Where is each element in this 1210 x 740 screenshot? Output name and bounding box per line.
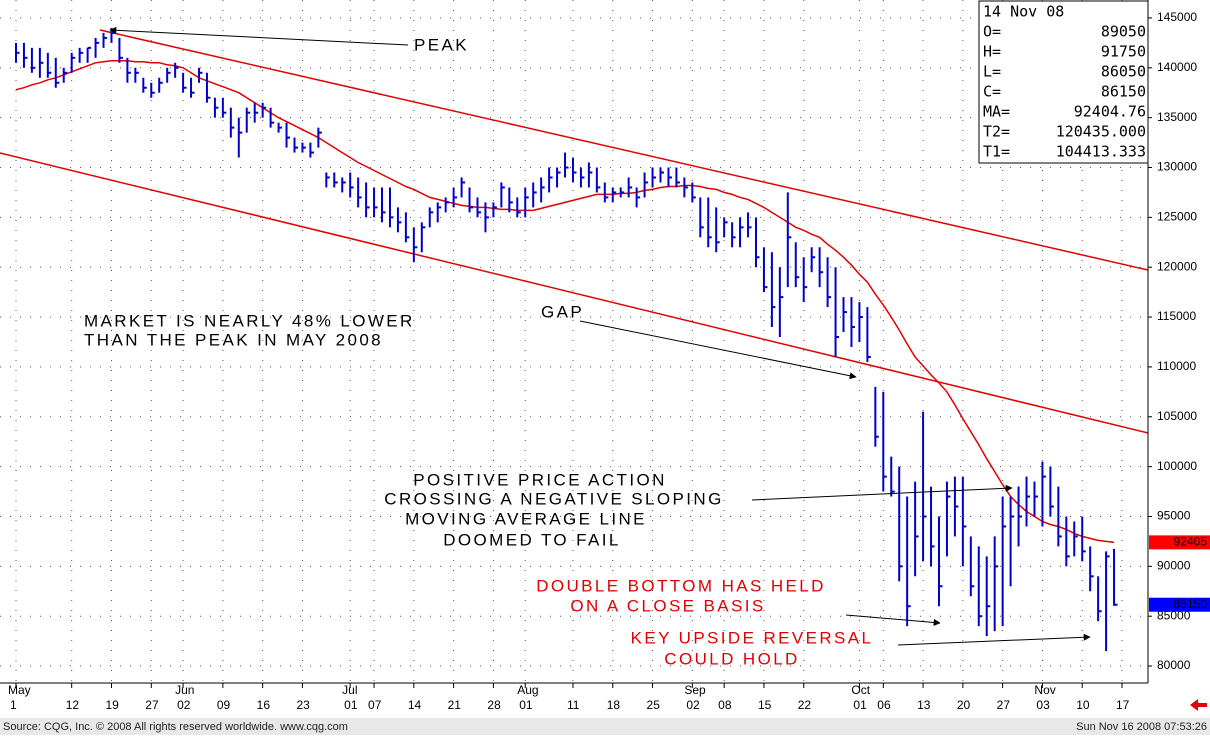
y-tick-label: 80000 — [1157, 658, 1191, 672]
close-tag-label: 86150 — [1174, 597, 1208, 611]
x-tick-label: 1 — [10, 698, 17, 712]
info-label: H= — [983, 43, 1001, 61]
arrow — [845, 614, 941, 626]
y-tick-label: 140000 — [1157, 60, 1197, 74]
x-tick-label: 25 — [647, 698, 661, 712]
y-tick-label: 100000 — [1157, 459, 1197, 473]
annotation: DOUBLE BOTTOM HAS HELD — [536, 576, 826, 595]
info-box-frame — [978, 0, 1149, 164]
lower-trendline — [0, 152, 1149, 434]
arrow — [109, 26, 409, 46]
x-month-label: Aug — [517, 683, 538, 697]
x-tick-label: 08 — [718, 698, 732, 712]
footer-timestamp: Sun Nov 16 2008 07:53:26 — [1076, 721, 1207, 733]
info-value: 86050 — [1101, 63, 1146, 81]
x-tick-label: 01 — [344, 698, 358, 712]
y-tick-label: 135000 — [1157, 110, 1197, 124]
x-tick-label: 11 — [567, 698, 580, 712]
info-label: C= — [983, 83, 1001, 101]
x-tick-label: 22 — [798, 698, 812, 712]
x-tick-label: 20 — [957, 698, 971, 712]
info-label: T2= — [983, 123, 1010, 141]
arrow — [897, 633, 1091, 646]
annotation: MOVING AVERAGE LINE — [405, 509, 647, 528]
x-tick-label: 17 — [1116, 698, 1130, 712]
y-tick-label: 95000 — [1157, 509, 1191, 523]
y-tick-label: 120000 — [1157, 259, 1197, 273]
x-tick-label: 01 — [519, 698, 533, 712]
x-month-label: Sep — [684, 683, 706, 697]
x-tick-label: 19 — [105, 698, 119, 712]
footer-source: Source: CQG, Inc. © 2008 All rights rese… — [3, 721, 348, 733]
plot — [15, 27, 1118, 652]
arrow — [751, 484, 1013, 501]
grid — [0, 0, 1152, 688]
x-month-label: Nov — [1034, 683, 1055, 697]
info-value: 86150 — [1101, 83, 1146, 101]
x-tick-label: 21 — [448, 698, 462, 712]
info-value: 89050 — [1101, 23, 1146, 41]
x-tick-label: 07 — [368, 698, 382, 712]
y-tick-label: 125000 — [1157, 210, 1197, 224]
x-tick-label: 27 — [997, 698, 1011, 712]
x-tick-label: 23 — [296, 698, 310, 712]
x-tick-label: 28 — [487, 698, 501, 712]
x-tick-label: 12 — [66, 698, 80, 712]
annotation: CROSSING A NEGATIVE SLOPING — [384, 489, 723, 508]
info-date: 14 Nov 08 — [983, 3, 1064, 21]
x-tick-label: 02 — [177, 698, 191, 712]
arrow — [579, 320, 857, 380]
upper-trendline — [99, 29, 1149, 271]
annotation: ON A CLOSE BASIS — [570, 596, 765, 615]
x-tick-label: 13 — [917, 698, 931, 712]
info-label: T1= — [983, 143, 1010, 161]
annotation: COULD HOLD — [664, 649, 799, 668]
x-tick-label: 14 — [408, 698, 422, 712]
x-month-label: Oct — [851, 683, 870, 697]
x-month-label: Jul — [342, 683, 357, 697]
info-label: L= — [983, 63, 1001, 81]
y-tick-label: 105000 — [1157, 409, 1197, 423]
annotations: PEAK MARKET IS NEARLY 48% LOWER THAN THE… — [84, 26, 1091, 668]
info-value: 92404.76 — [1074, 103, 1146, 121]
x-tick-label: 10 — [1076, 698, 1090, 712]
x-month-label: May — [8, 683, 31, 697]
info-value: 91750 — [1101, 43, 1146, 61]
info-value: 120435.000 — [1056, 123, 1146, 141]
x-tick-label: 16 — [257, 698, 271, 712]
y-tick-label: 110000 — [1157, 359, 1196, 373]
x-month-label: Jun — [175, 683, 194, 697]
y-tick-label: 115000 — [1157, 309, 1196, 323]
info-rows: O= 89050 H= 91750 L= 86050 C= 86150 MA= 92404.76 T… — [983, 23, 1146, 161]
annotation: DOOMED TO FAIL — [443, 530, 621, 549]
ma-tag-label: 92405 — [1174, 535, 1208, 549]
x-tick-label: 18 — [607, 698, 621, 712]
x-tick-label: 09 — [217, 698, 231, 712]
info-box: 14 Nov 08 O= 89050 H= 91750 L= 86050 C= 86150 MA… — [978, 0, 1149, 164]
ma-tag — [1149, 535, 1210, 550]
annotation: THAN THE PEAK IN MAY 2008 — [84, 330, 383, 349]
annotation: PEAK — [414, 35, 469, 54]
info-label: MA= — [983, 103, 1010, 121]
annotation: KEY UPSIDE REVERSAL — [631, 628, 874, 647]
scroll-arrow[interactable] — [1190, 699, 1207, 711]
y-tick-label: 145000 — [1157, 10, 1197, 24]
y-tick-label: 90000 — [1157, 559, 1191, 573]
footer-bar — [0, 718, 1210, 735]
x-tick-label: 02 — [686, 698, 700, 712]
x-tick-label: 03 — [1036, 698, 1050, 712]
x-tick-label: 06 — [877, 698, 891, 712]
annotation: POSITIVE PRICE ACTION — [413, 470, 667, 489]
x-tick-label: 27 — [145, 698, 159, 712]
annotation: GAP — [541, 302, 584, 321]
y-tick-label: 85000 — [1157, 608, 1191, 622]
x-tick-label: 01 — [853, 698, 867, 712]
annotation: MARKET IS NEARLY 48% LOWER — [84, 311, 415, 330]
close-tag — [1149, 597, 1210, 612]
info-value: 104413.333 — [1056, 143, 1146, 161]
x-tick-label: 15 — [758, 698, 772, 712]
info-label: O= — [983, 23, 1001, 41]
y-tick-label: 130000 — [1157, 160, 1197, 174]
